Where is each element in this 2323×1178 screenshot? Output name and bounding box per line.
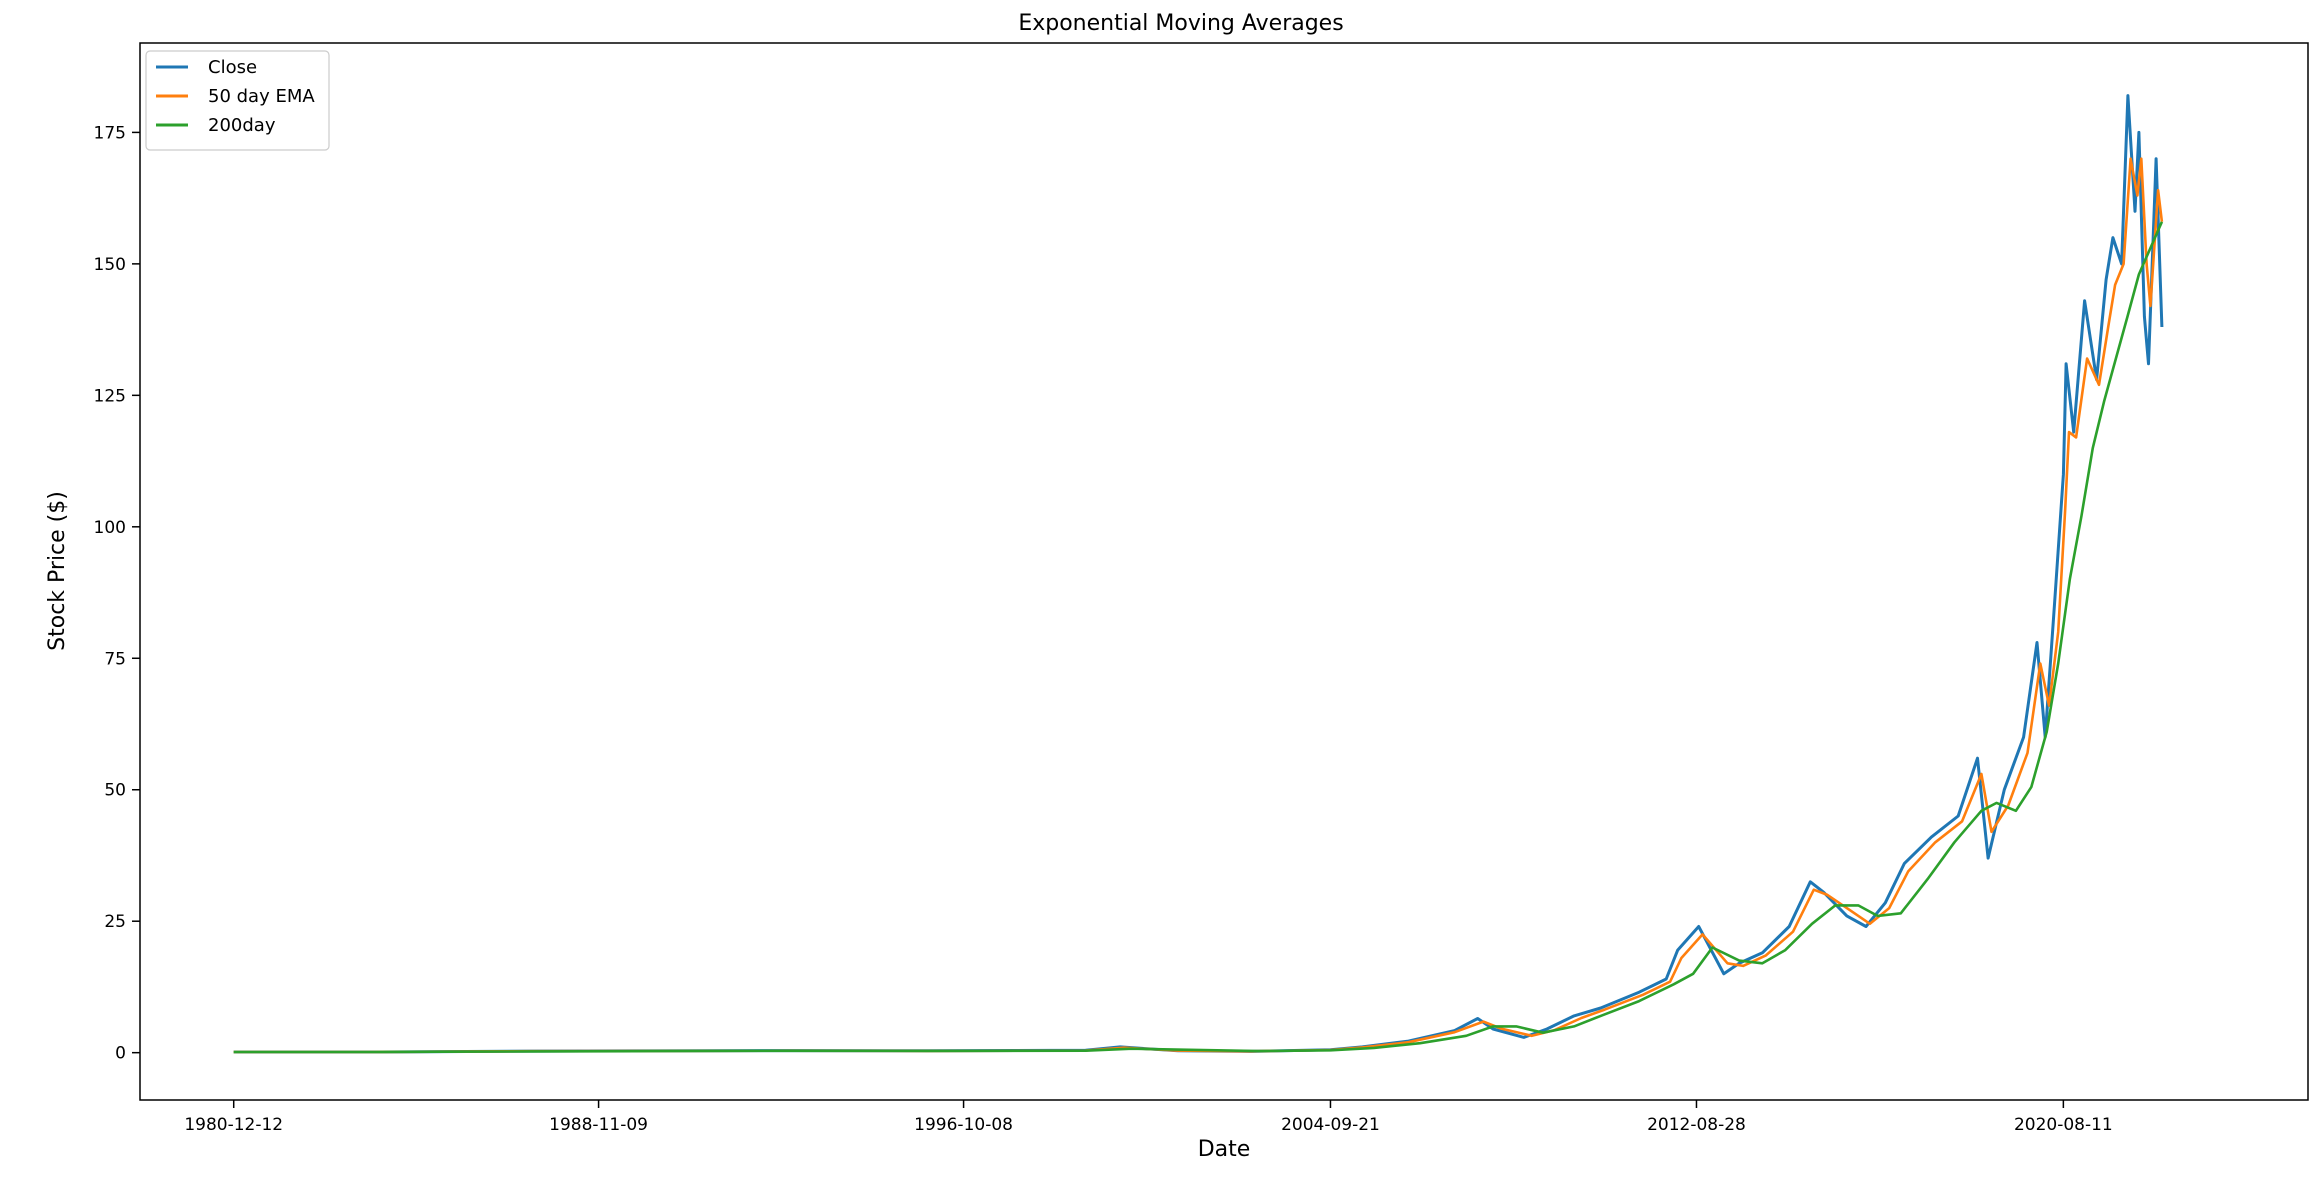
y-tick-label: 50 — [104, 781, 126, 801]
legend-label: Close — [208, 57, 257, 78]
y-tick-label: 175 — [94, 123, 126, 143]
x-axis-ticks: 1980-12-12 1988-11-09 1996-10-08 2004-09-21… — [184, 1100, 2113, 1135]
x-tick-label: 2004-09-21 — [1281, 1115, 1380, 1135]
series-line-200day — [233, 221, 2164, 1054]
legend: Close 50 day EMA 200day — [145, 50, 330, 151]
x-tick-label: 2012-08-28 — [1647, 1115, 1746, 1135]
plot-area-frame — [139, 42, 2309, 1101]
y-axis-ticks: 0 25 50 75 100 125 150 175 — [94, 123, 140, 1064]
x-axis-title: Date — [1198, 1137, 1251, 1162]
y-tick-label: 25 — [104, 912, 126, 932]
y-tick-label: 75 — [104, 649, 126, 669]
y-tick-label: 0 — [115, 1044, 126, 1064]
series-lines — [233, 94, 2164, 1054]
legend-box — [145, 50, 330, 151]
x-tick-label: 2020-08-11 — [2014, 1115, 2113, 1135]
chart-title: Exponential Moving Averages — [1018, 11, 1343, 36]
x-tick-label: 1996-10-08 — [914, 1115, 1013, 1135]
y-tick-label: 125 — [94, 386, 126, 406]
y-axis-title: Stock Price ($) — [45, 491, 70, 651]
legend-label: 200day — [208, 115, 276, 136]
legend-label: 50 day EMA — [208, 86, 315, 107]
x-tick-label: 1988-11-09 — [549, 1115, 648, 1135]
x-tick-label: 1980-12-12 — [184, 1115, 283, 1135]
series-line-close — [233, 94, 2164, 1054]
y-tick-label: 150 — [94, 255, 126, 275]
y-tick-label: 100 — [94, 518, 126, 538]
